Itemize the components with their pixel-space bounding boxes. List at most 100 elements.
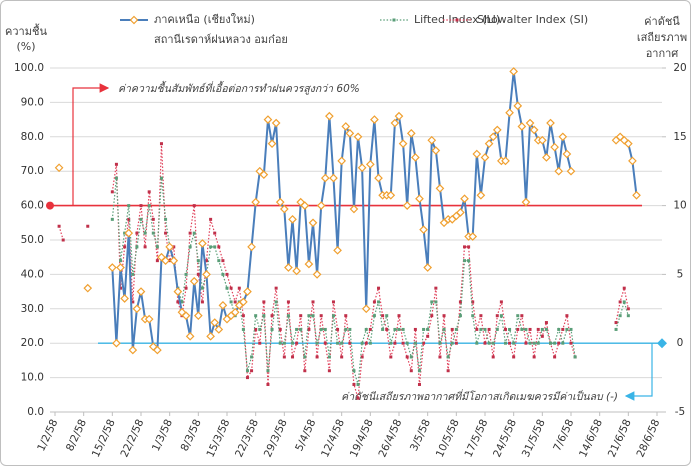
data-point (164, 217, 168, 221)
data-point (214, 325, 224, 334)
data-point (331, 314, 335, 318)
arrow (624, 343, 653, 401)
data-point (397, 314, 401, 318)
data-point (119, 286, 123, 290)
data-point (423, 263, 433, 272)
y-axis-title: (%) (16, 40, 35, 53)
data-point (463, 259, 467, 263)
data-point (107, 263, 117, 272)
data-point (389, 355, 393, 359)
data-point (427, 135, 437, 145)
data-point (217, 245, 221, 249)
data-point (361, 304, 371, 314)
data-point (505, 108, 514, 118)
data-point (406, 129, 416, 138)
legend-marker (129, 15, 139, 25)
data-point (159, 142, 163, 146)
data-point (397, 327, 401, 331)
data-point (225, 286, 229, 290)
data-point (618, 314, 622, 318)
y-tick-label: 70.0 (21, 165, 44, 177)
data-point (193, 311, 203, 321)
data-point (386, 190, 396, 200)
data-point (164, 231, 168, 235)
data-point (300, 201, 310, 210)
data-point (356, 396, 360, 400)
data-point (381, 314, 385, 318)
series-line (58, 143, 629, 399)
data-point (573, 355, 577, 359)
data-point (622, 286, 626, 290)
data-point (422, 327, 426, 331)
data-point (165, 242, 175, 252)
data-point (517, 122, 527, 131)
data-point (229, 300, 233, 304)
data-point (402, 201, 412, 210)
data-point (127, 217, 131, 221)
data-point (110, 217, 114, 221)
data-point (446, 355, 450, 359)
data-point (217, 259, 221, 263)
data-point (377, 300, 381, 304)
data-point (374, 173, 383, 183)
data-point (143, 245, 147, 249)
data-point (431, 146, 441, 155)
annotation: ค่าดัชนีเสถียรภาพอากาศที่มีโอกาสเกิดเมฆค… (341, 389, 618, 403)
data-point (483, 327, 487, 331)
data-point (357, 163, 367, 173)
data-point (368, 327, 372, 331)
data-point (303, 369, 307, 373)
data-point (192, 231, 196, 235)
data-point (475, 341, 479, 345)
data-point (393, 341, 397, 345)
x-tick-label: 5/4/58 (293, 417, 318, 453)
data-point (239, 297, 248, 307)
data-point (435, 184, 445, 193)
data-point (450, 327, 454, 331)
data-point (230, 307, 240, 317)
data-point (446, 369, 450, 373)
data-point (250, 355, 254, 359)
data-point (499, 300, 503, 304)
data-point (512, 355, 516, 359)
data-point (566, 166, 576, 176)
data-point (364, 341, 368, 345)
data-point (544, 321, 548, 325)
legend-marker (392, 18, 396, 22)
data-point (278, 327, 282, 331)
data-point (532, 341, 536, 345)
x-tick-label: 21/6/58 (606, 417, 634, 459)
data-point (254, 327, 258, 331)
arrow (72, 83, 110, 206)
data-point (124, 228, 134, 238)
data-point (303, 355, 307, 359)
data-point (131, 272, 135, 276)
data-point (139, 204, 143, 208)
data-point (561, 341, 565, 345)
data-point (417, 382, 421, 386)
data-point (221, 272, 225, 276)
data-point (370, 115, 379, 124)
data-point (348, 341, 352, 345)
y-tick-label: 90.0 (21, 96, 44, 108)
data-point (147, 190, 151, 194)
y2-tick-label: 20 (673, 62, 686, 74)
data-point (262, 314, 266, 318)
data-point (495, 314, 499, 318)
data-point (327, 355, 331, 359)
data-point (415, 194, 424, 204)
data-point (426, 327, 430, 331)
data-point (169, 256, 179, 265)
data-point (450, 341, 454, 345)
data-point (422, 341, 426, 345)
data-point (463, 245, 467, 249)
data-point (119, 259, 123, 263)
data-point (245, 369, 249, 373)
data-point (411, 153, 420, 162)
data-point (180, 300, 184, 304)
data-point (185, 331, 195, 341)
data-point (295, 327, 299, 331)
threshold-dot (657, 338, 667, 349)
data-point (508, 327, 512, 331)
